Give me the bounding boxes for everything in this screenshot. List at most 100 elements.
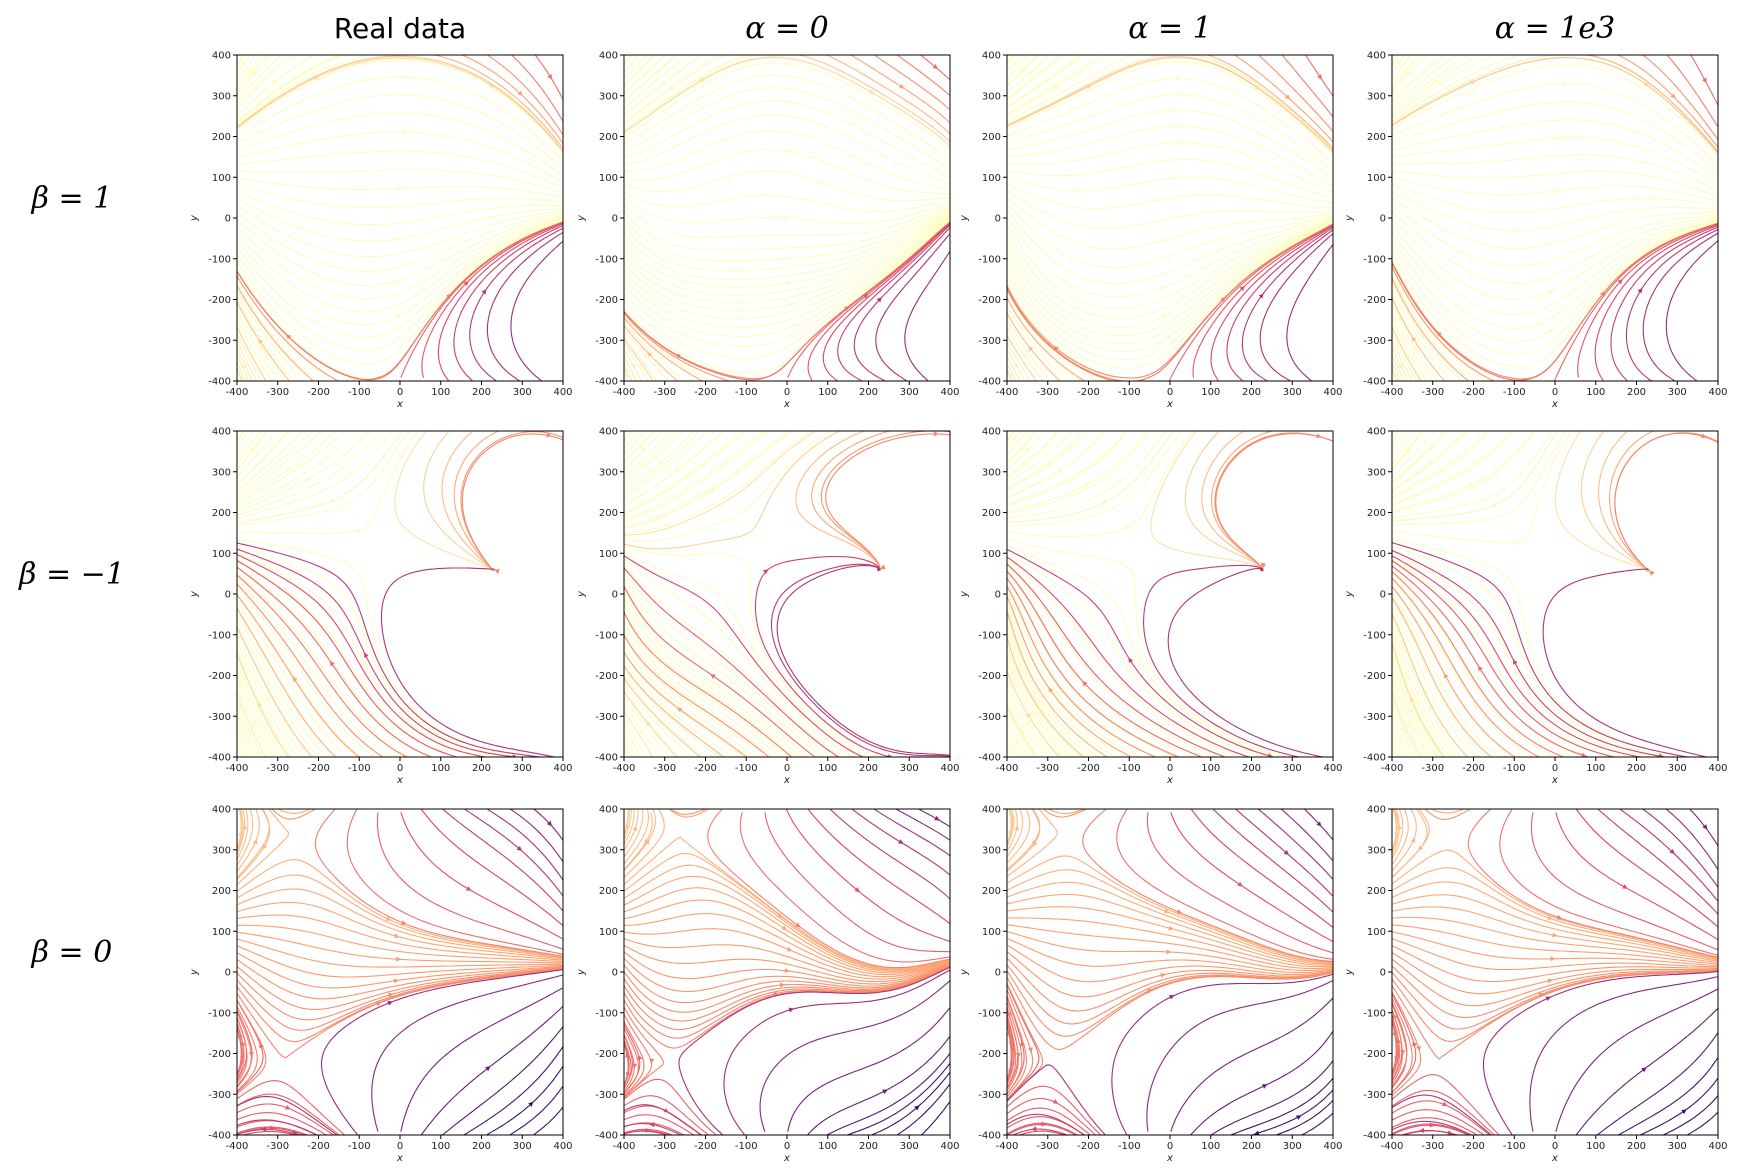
streamline <box>627 809 635 837</box>
streamline <box>237 89 242 96</box>
streamline-arrow <box>546 432 552 438</box>
streamline <box>1418 377 1422 381</box>
streamline <box>1010 221 1333 337</box>
streamline <box>237 735 242 748</box>
streamline <box>1441 431 1446 435</box>
x-axis-label: x <box>1166 775 1173 786</box>
streamline-arrow <box>1581 752 1587 757</box>
streamline <box>1402 1131 1419 1135</box>
streamline <box>1601 57 1718 153</box>
streamline <box>1007 433 1126 507</box>
streamline <box>1392 809 1397 822</box>
streamline-arrow <box>1054 690 1060 696</box>
streamline-arrow <box>1681 1109 1687 1115</box>
streamline <box>1010 431 1014 435</box>
streamline <box>627 210 950 272</box>
streamline-arrow <box>1403 70 1410 76</box>
streamline <box>241 150 563 189</box>
streamline <box>1007 59 1012 67</box>
streamline-arrow <box>257 701 262 708</box>
streamline <box>1395 349 1414 381</box>
streamline <box>624 465 629 471</box>
streamline <box>1007 509 1012 512</box>
y-tick-label: -300 <box>1363 1090 1386 1101</box>
streamline <box>1392 630 1397 644</box>
y-tick-label: 200 <box>212 508 231 519</box>
y-tick-label: -100 <box>208 630 231 641</box>
streamline <box>1392 696 1397 711</box>
streamline <box>1578 811 1718 928</box>
streamline-arrow <box>1258 293 1264 299</box>
y-tick-label: -100 <box>208 254 231 265</box>
streamline-arrow <box>364 652 369 658</box>
streamline <box>624 836 629 846</box>
x-tick-label: 400 <box>1708 1141 1727 1152</box>
streamline-arrow <box>932 64 938 70</box>
streamline <box>825 55 834 59</box>
streamline <box>1007 286 1149 381</box>
streamline <box>237 433 310 497</box>
column-title: α = 1 <box>1128 11 1212 46</box>
streamline <box>624 611 629 622</box>
streamline <box>1392 465 1397 472</box>
streamline-arrow <box>1014 824 1020 831</box>
streamline <box>624 730 629 741</box>
streamline <box>878 431 892 435</box>
streamline <box>624 984 629 993</box>
y-tick-label: 300 <box>599 91 618 102</box>
x-axis-label: x <box>1166 399 1173 410</box>
y-tick-label: -300 <box>1363 336 1386 347</box>
streamline <box>1189 1131 1195 1135</box>
streamline-arrow <box>292 676 298 683</box>
streamline <box>627 809 665 874</box>
streamline <box>1392 339 1397 350</box>
streamline <box>1010 1085 1102 1135</box>
streamline <box>624 651 743 755</box>
streamline <box>1056 377 1061 381</box>
streamline <box>237 1005 242 1015</box>
streamline <box>894 809 903 813</box>
streamline <box>873 55 880 59</box>
streamline <box>624 276 629 283</box>
streamline <box>1143 564 1286 755</box>
x-tick-label: -400 <box>226 1141 249 1152</box>
streamline <box>1441 753 1445 757</box>
streamline <box>624 355 629 365</box>
streamline-arrow <box>1026 720 1031 727</box>
streamline <box>240 546 528 757</box>
x-tick-label: 300 <box>513 763 532 774</box>
x-tick-label: 0 <box>784 387 790 398</box>
streamline <box>1686 1131 1693 1135</box>
y-tick-label: 300 <box>1367 467 1386 478</box>
streamline <box>1392 993 1417 1089</box>
streamline-arrow <box>1284 94 1291 100</box>
streamline <box>627 55 721 120</box>
streamline <box>719 753 725 757</box>
streamline-arrow <box>1031 1126 1037 1132</box>
streamline <box>1007 585 1149 755</box>
streamline <box>1124 431 1129 435</box>
streamline <box>1307 753 1326 757</box>
streamline <box>377 753 384 757</box>
streamline <box>1392 657 1397 674</box>
streamline <box>1395 947 1718 983</box>
streamline-arrow <box>1032 344 1038 350</box>
streamline <box>628 431 813 534</box>
streamline <box>1007 303 1012 313</box>
streamline <box>1392 1132 1397 1135</box>
streamline <box>627 431 683 482</box>
streamline <box>878 811 950 857</box>
streamline <box>1392 612 1465 755</box>
streamline <box>240 213 563 272</box>
y-tick-label: 100 <box>599 927 618 938</box>
streamline <box>627 431 663 467</box>
streamline-arrow <box>1169 175 1175 181</box>
streamline <box>1392 902 1397 905</box>
streamline <box>624 59 629 66</box>
streamline <box>1395 753 1399 757</box>
streamline-arrow <box>1447 1130 1453 1135</box>
streamline <box>1392 57 1511 123</box>
y-tick-label: 100 <box>599 549 618 560</box>
streamline-arrow <box>1260 562 1266 568</box>
streamline <box>624 850 629 858</box>
